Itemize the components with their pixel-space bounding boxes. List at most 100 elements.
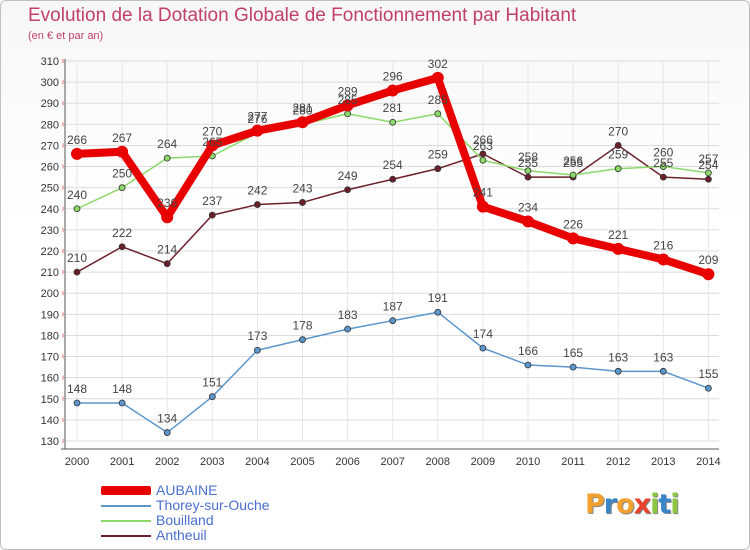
data-point-bouilland [73, 205, 81, 213]
x-tick-label: 2014 [696, 456, 720, 468]
data-label-thorey-sur-ouche: 163 [608, 350, 628, 364]
data-point-bouilland [163, 154, 171, 162]
y-tick-label: 140 [41, 415, 59, 427]
data-label-thorey-sur-ouche: 155 [698, 367, 718, 381]
data-label-aubaine: 281 [292, 101, 312, 115]
data-label-bouilland: 259 [608, 148, 628, 162]
y-tick-label: 300 [41, 77, 59, 89]
x-tick-label: 2001 [110, 456, 134, 468]
data-label-thorey-sur-ouche: 166 [518, 344, 538, 358]
data-point-thorey-sur-ouche [253, 346, 261, 354]
data-point-bouilland [479, 156, 487, 164]
data-label-antheuil: 210 [67, 251, 87, 265]
data-label-antheuil: 243 [292, 181, 312, 195]
data-label-antheuil: 222 [112, 226, 132, 240]
data-point-thorey-sur-ouche [524, 361, 532, 369]
y-tick-label: 270 [41, 140, 59, 152]
data-label-aubaine: 302 [428, 57, 448, 71]
logo-letter: i [650, 489, 659, 520]
data-label-antheuil: 270 [608, 124, 628, 138]
data-label-bouilland: 264 [157, 137, 177, 151]
x-tick-label: 2006 [335, 456, 359, 468]
y-tick-label: 170 [41, 352, 59, 364]
data-point-bouilland [614, 165, 622, 173]
y-tick-label: 210 [41, 267, 59, 279]
chart-subtitle: (en € et par an) [28, 30, 104, 42]
x-tick-label: 2009 [471, 456, 495, 468]
data-point-thorey-sur-ouche [118, 399, 126, 407]
y-tick-label: 280 [41, 119, 59, 131]
y-tick-label: 230 [41, 225, 59, 237]
data-label-thorey-sur-ouche: 174 [473, 327, 493, 341]
data-point-aubaine [386, 84, 399, 97]
logo-letter: i [670, 489, 679, 520]
legend-swatch-bouilland [101, 520, 151, 522]
data-point-thorey-sur-ouche [299, 336, 306, 344]
data-label-thorey-sur-ouche: 163 [653, 350, 673, 364]
data-label-antheuil: 254 [383, 158, 403, 172]
data-label-aubaine: 209 [698, 253, 718, 267]
data-label-bouilland: 280 [292, 103, 312, 117]
data-point-aubaine [702, 268, 715, 281]
data-label-aubaine: 296 [383, 70, 403, 84]
y-tick-label: 160 [41, 373, 59, 385]
x-tick-label: 2002 [155, 456, 179, 468]
data-point-thorey-sur-ouche [569, 363, 577, 371]
data-point-antheuil [524, 173, 532, 181]
data-label-bouilland: 285 [338, 93, 358, 107]
data-point-thorey-sur-ouche [434, 308, 442, 316]
data-label-antheuil: 255 [518, 156, 538, 170]
data-label-bouilland: 250 [112, 167, 132, 181]
data-label-antheuil: 255 [563, 156, 583, 170]
data-point-antheuil [118, 243, 126, 251]
data-point-bouilland [659, 163, 667, 170]
x-tick-label: 2000 [65, 456, 89, 468]
data-point-antheuil [253, 201, 261, 208]
data-label-antheuil: 266 [473, 133, 493, 147]
data-point-thorey-sur-ouche [659, 367, 667, 375]
data-label-antheuil: 254 [698, 158, 718, 172]
data-label-thorey-sur-ouche: 183 [338, 308, 358, 322]
data-label-antheuil: 237 [202, 194, 222, 208]
data-point-aubaine [251, 124, 264, 137]
data-point-thorey-sur-ouche [208, 393, 216, 401]
data-label-thorey-sur-ouche: 134 [157, 412, 177, 426]
data-point-bouilland [389, 118, 397, 126]
data-label-bouilland: 276 [247, 112, 267, 126]
data-label-aubaine: 241 [473, 186, 493, 200]
y-tick-label: 290 [41, 98, 59, 110]
data-label-bouilland: 285 [428, 93, 448, 107]
data-label-bouilland: 240 [67, 188, 87, 202]
data-label-thorey-sur-ouche: 151 [202, 376, 222, 390]
data-point-thorey-sur-ouche [73, 399, 81, 407]
legend-label-bouilland: Bouilland [156, 512, 214, 528]
data-label-bouilland: 265 [202, 135, 222, 149]
data-label-bouilland: 257 [698, 152, 718, 166]
x-tick-label: 2005 [290, 456, 314, 468]
data-label-thorey-sur-ouche: 148 [67, 382, 87, 396]
data-point-antheuil [434, 165, 442, 173]
data-label-aubaine: 270 [202, 124, 222, 138]
legend-swatch-thorey [101, 505, 151, 507]
data-point-antheuil [208, 211, 216, 219]
data-label-thorey-sur-ouche: 187 [383, 300, 403, 314]
data-label-thorey-sur-ouche: 178 [292, 319, 312, 333]
data-label-bouilland: 281 [383, 101, 403, 115]
data-label-thorey-sur-ouche: 165 [563, 346, 583, 360]
legend-label-aubaine: AUBAINE [156, 482, 218, 498]
data-label-aubaine: 216 [653, 238, 673, 252]
y-tick-label: 240 [41, 204, 59, 216]
data-point-thorey-sur-ouche [614, 367, 622, 375]
logo-letter: t [658, 489, 671, 520]
y-tick-label: 250 [41, 183, 59, 195]
legend-swatch-antheuil [101, 535, 151, 537]
data-point-aubaine [341, 99, 354, 112]
data-point-thorey-sur-ouche [705, 384, 712, 392]
data-label-bouilland: 260 [653, 146, 673, 160]
data-point-aubaine [116, 145, 129, 158]
data-point-bouilland [434, 110, 442, 118]
data-point-antheuil [614, 142, 622, 149]
data-label-thorey-sur-ouche: 148 [112, 382, 132, 396]
data-label-antheuil: 214 [157, 243, 177, 257]
